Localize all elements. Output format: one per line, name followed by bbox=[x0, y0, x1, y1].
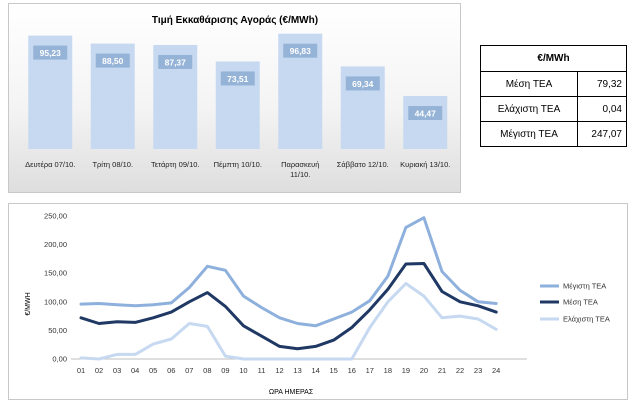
bar-value-label: 88,50 bbox=[102, 56, 124, 66]
legend-entry: Μέση ΤΕΑ bbox=[563, 298, 598, 307]
bar-value-label-box bbox=[33, 45, 68, 60]
y-tick-label: 50,00 bbox=[48, 326, 67, 335]
y-tick-label: 150,00 bbox=[44, 269, 67, 278]
bar-value-label: 87,37 bbox=[165, 57, 187, 67]
table-row: Ελάχιστη ΤΕΑ 0,04 bbox=[480, 96, 627, 122]
x-tick-label: 05 bbox=[149, 366, 157, 375]
stats-row-label: Μέγιστη ΤΕΑ bbox=[480, 121, 578, 147]
bar-value-label-box bbox=[158, 54, 193, 69]
bar-chart-svg: Τιμή Εκκαθάρισης Αγοράς (€/MWh) 95,23 Δευ… bbox=[25, 15, 450, 179]
stats-row-value: 0,04 bbox=[577, 96, 627, 122]
x-tick-label: 09 bbox=[221, 366, 229, 375]
table-row: Μέση ΤΕΑ 79,32 bbox=[480, 71, 627, 97]
legend-entry: Μέγιστη ΤΕΑ bbox=[563, 282, 606, 291]
bar-category-label: Πέμπτη 10/10. bbox=[214, 160, 262, 169]
x-tick-label: 21 bbox=[438, 366, 446, 375]
hourly-price-line-chart: €/MWH ΩΡΑ ΗΜΕΡΑΣ 0,00 50,00 100,00 150,00 20… bbox=[8, 203, 628, 400]
bar-value-label: 73,51 bbox=[227, 74, 249, 84]
x-tick-label: 04 bbox=[131, 366, 139, 375]
x-tick-label: 01 bbox=[77, 366, 85, 375]
line-chart-svg: €/MWH ΩΡΑ ΗΜΕΡΑΣ 0,00 50,00 100,00 150,00 20… bbox=[25, 212, 610, 397]
x-tick-label: 08 bbox=[203, 366, 211, 375]
x-tick-label: 20 bbox=[420, 366, 428, 375]
y-tick-label: 100,00 bbox=[44, 297, 67, 306]
x-tick-label: 11 bbox=[258, 366, 266, 375]
series-line bbox=[79, 282, 498, 361]
bar-value-label-box bbox=[283, 43, 318, 58]
x-tick-label: 02 bbox=[95, 366, 103, 375]
line-chart-x-axis-label: ΩΡΑ ΗΜΕΡΑΣ bbox=[269, 389, 314, 396]
x-tick-label: 17 bbox=[366, 366, 374, 375]
bar-value-label-box bbox=[95, 53, 130, 68]
bar-value-label: 95,23 bbox=[40, 48, 62, 58]
stats-row-label: Μέση ΤΕΑ bbox=[480, 71, 578, 97]
x-tick-label: 23 bbox=[474, 366, 482, 375]
y-tick-label: 0,00 bbox=[52, 355, 67, 364]
x-tick-label: 13 bbox=[293, 366, 301, 375]
series-line bbox=[79, 262, 498, 351]
bar-value-label: 69,34 bbox=[352, 79, 374, 89]
bar-category-label: 11/10. bbox=[290, 170, 310, 179]
x-tick-label: 24 bbox=[492, 366, 500, 375]
x-tick-label: 06 bbox=[167, 366, 175, 375]
bar-category-label: Κυριακή 13/10. bbox=[400, 160, 450, 169]
bar-category-label: Δευτέρα 07/10. bbox=[25, 160, 75, 169]
x-tick-label: 18 bbox=[384, 366, 392, 375]
y-tick-label: 200,00 bbox=[44, 240, 67, 249]
x-tick-label: 10 bbox=[239, 366, 247, 375]
bar-chart-title: Τιμή Εκκαθάρισης Αγοράς (€/MWh) bbox=[152, 15, 318, 26]
stats-table-header: €/MWh bbox=[480, 45, 627, 72]
stats-row-value: 247,07 bbox=[577, 121, 627, 147]
stats-row-value: 79,32 bbox=[577, 71, 627, 97]
x-tick-label: 19 bbox=[402, 366, 410, 375]
stats-row-label: Ελάχιστη ΤΕΑ bbox=[480, 96, 578, 122]
daily-price-bar-chart: Τιμή Εκκαθάρισης Αγοράς (€/MWh) 95,23 Δευ… bbox=[8, 3, 461, 193]
bar-value-label: 96,83 bbox=[290, 46, 312, 56]
x-tick-label: 15 bbox=[330, 366, 338, 375]
x-tick-label: 16 bbox=[348, 366, 356, 375]
bar bbox=[403, 96, 448, 149]
table-row: Μέγιστη ΤΕΑ 247,07 bbox=[480, 121, 627, 147]
bar-value-label: 44,47 bbox=[415, 109, 437, 119]
price-stats-table: €/MWh Μέση ΤΕΑ 79,32 Ελάχιστη ΤΕΑ 0,04 Μ… bbox=[480, 45, 627, 147]
x-tick-label: 03 bbox=[113, 366, 121, 375]
bar-category-label: Σάββατο 12/10. bbox=[337, 160, 389, 169]
line-chart-y-axis-label: €/MWH bbox=[25, 292, 32, 315]
bar-value-label-box bbox=[408, 106, 443, 121]
y-tick-label: 250,00 bbox=[44, 212, 67, 221]
bar-category-label: Τρίτη 08/10. bbox=[92, 160, 133, 169]
x-tick-label: 12 bbox=[275, 366, 283, 375]
x-tick-label: 14 bbox=[311, 366, 319, 375]
bar-category-label: Παρασκευή bbox=[281, 160, 319, 169]
bar-value-label-box bbox=[220, 71, 255, 86]
bar-value-label-box bbox=[345, 76, 380, 91]
bar-category-label: Τετάρτη 09/10. bbox=[151, 160, 200, 169]
x-tick-label: 22 bbox=[456, 366, 464, 375]
series-line bbox=[79, 216, 498, 328]
legend-entry: Ελάχιστη ΤΕΑ bbox=[563, 315, 610, 324]
x-tick-label: 07 bbox=[185, 366, 193, 375]
